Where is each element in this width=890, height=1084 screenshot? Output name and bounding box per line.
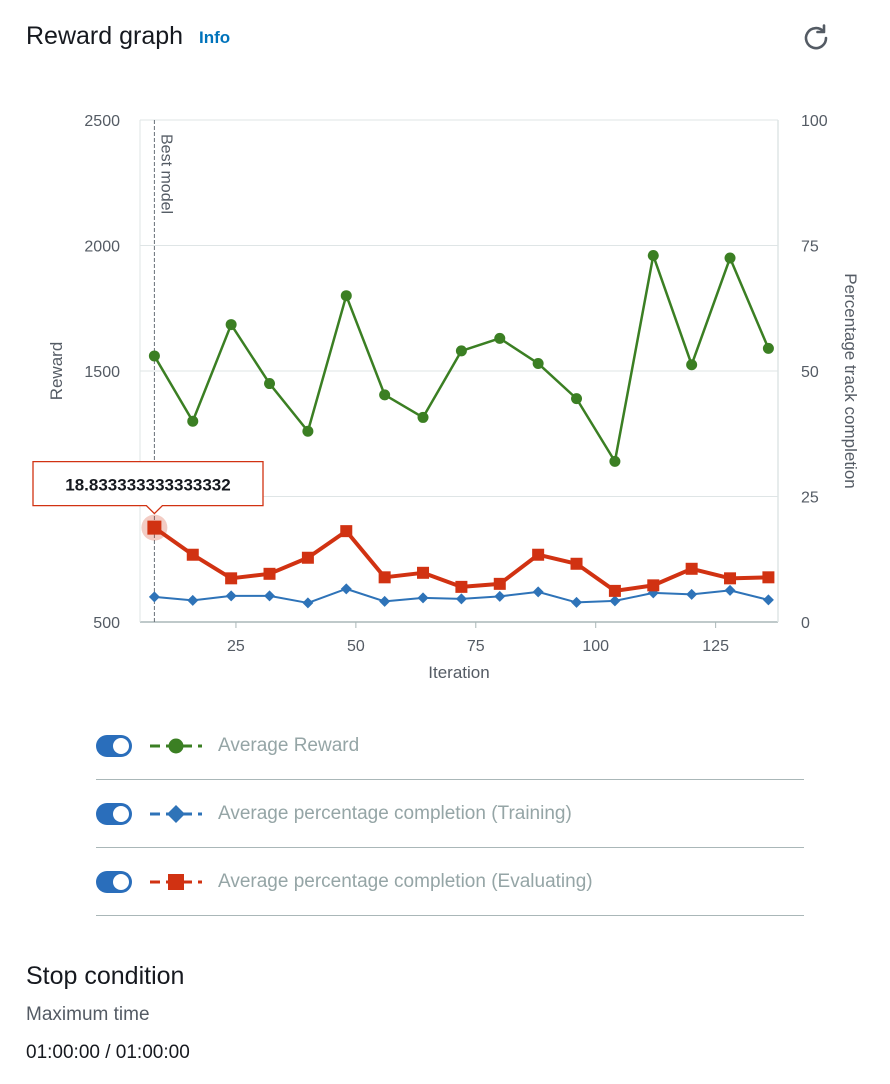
- data-point: [302, 425, 314, 437]
- y-right-axis-title: Percentage track completion: [841, 273, 860, 488]
- y-right-tick-label: 0: [801, 615, 810, 632]
- data-point: [570, 557, 583, 570]
- y-right-tick-label: 75: [801, 239, 819, 256]
- stop-condition-value: 01:00:00 / 01:00:00: [26, 1042, 190, 1063]
- x-tick-label: 25: [227, 638, 245, 655]
- y-right-tick-label: 100: [801, 113, 828, 130]
- refresh-icon[interactable]: [801, 22, 831, 52]
- highlighted-point: [147, 520, 162, 535]
- data-point: [762, 342, 774, 354]
- data-point: [301, 551, 314, 564]
- data-point: [340, 525, 353, 538]
- data-point: [647, 579, 660, 592]
- data-point: [417, 592, 429, 604]
- data-point: [609, 455, 621, 467]
- y-left-tick-label: 500: [93, 615, 120, 632]
- series-toggle[interactable]: [96, 734, 132, 757]
- x-tick-label: 100: [582, 638, 609, 655]
- data-point: [340, 583, 352, 595]
- data-point: [494, 332, 506, 344]
- x-tick-label: 75: [467, 638, 485, 655]
- x-axis-title: Iteration: [428, 663, 489, 682]
- x-tick-label: 125: [702, 638, 729, 655]
- panel-title: Reward graph: [26, 21, 184, 50]
- info-link[interactable]: Info: [199, 28, 231, 47]
- y-right-tick-label: 50: [801, 364, 819, 381]
- data-point: [571, 596, 583, 608]
- legend-label: Average Reward: [218, 734, 360, 756]
- data-point: [455, 345, 467, 357]
- legend-item-average-reward: Average Reward: [96, 712, 804, 780]
- legend-item-evaluating-completion: Average percentage completion (Evaluatin…: [96, 848, 804, 916]
- data-point: [264, 378, 276, 390]
- data-point: [686, 359, 698, 371]
- data-point: [263, 567, 276, 580]
- legend-square-icon: [150, 873, 202, 890]
- data-point: [417, 566, 430, 579]
- stop-condition-title: Stop condition: [26, 962, 185, 990]
- series-toggle[interactable]: [96, 802, 132, 825]
- y-left-tick-label: 2500: [84, 113, 120, 130]
- data-point: [186, 548, 199, 561]
- series-toggle[interactable]: [96, 870, 132, 893]
- data-point: [608, 584, 621, 597]
- data-point: [647, 250, 659, 262]
- data-point: [340, 290, 352, 302]
- tooltip-value: 18.833333333333332: [65, 476, 230, 495]
- data-point: [493, 577, 506, 590]
- legend-item-training-completion: Average percentage completion (Training): [96, 780, 804, 848]
- data-point: [494, 590, 506, 602]
- data-point: [724, 252, 736, 264]
- legend-circle-icon: [150, 738, 202, 753]
- data-point: [379, 389, 391, 401]
- data-point: [724, 572, 737, 585]
- series-line: [153, 254, 770, 463]
- data-point: [685, 562, 698, 575]
- x-tick-label: 50: [347, 638, 365, 655]
- data-point: [686, 588, 698, 600]
- data-point: [762, 571, 775, 584]
- data-point: [609, 595, 621, 607]
- y-right-tick-label: 25: [801, 490, 819, 507]
- data-point: [225, 319, 237, 331]
- chart-legend: Average Reward Average percentage comple…: [96, 712, 804, 916]
- data-point: [417, 411, 429, 423]
- stop-condition-label: Maximum time: [26, 1004, 150, 1025]
- data-point: [379, 595, 391, 607]
- data-point: [532, 357, 544, 369]
- data-point: [724, 584, 736, 596]
- data-point: [532, 586, 544, 598]
- data-point: [225, 572, 238, 585]
- data-point: [455, 593, 467, 605]
- data-point: [148, 591, 160, 603]
- data-point: [455, 580, 468, 593]
- y-left-tick-label: 1500: [84, 364, 120, 381]
- data-point: [532, 548, 545, 561]
- data-point: [571, 393, 583, 405]
- y-left-tick-label: 2000: [84, 239, 120, 256]
- legend-label: Average percentage completion (Evaluatin…: [218, 870, 593, 892]
- data-point: [264, 590, 276, 602]
- data-point: [148, 350, 160, 362]
- data-point: [225, 590, 237, 602]
- reward-chart: 5001000150020002500025507510025507510012…: [32, 113, 860, 682]
- data-point: [302, 597, 314, 609]
- legend-label: Average percentage completion (Training): [218, 802, 572, 824]
- panel-header: Reward graph Info: [26, 18, 230, 54]
- y-left-axis-title: Reward: [47, 342, 66, 401]
- data-point: [187, 594, 199, 606]
- tooltip-box: [32, 460, 264, 515]
- data-point: [762, 594, 774, 606]
- best-model-label: Best model: [157, 134, 174, 214]
- data-point: [378, 571, 391, 584]
- legend-diamond-icon: [150, 804, 202, 823]
- data-point: [187, 415, 199, 427]
